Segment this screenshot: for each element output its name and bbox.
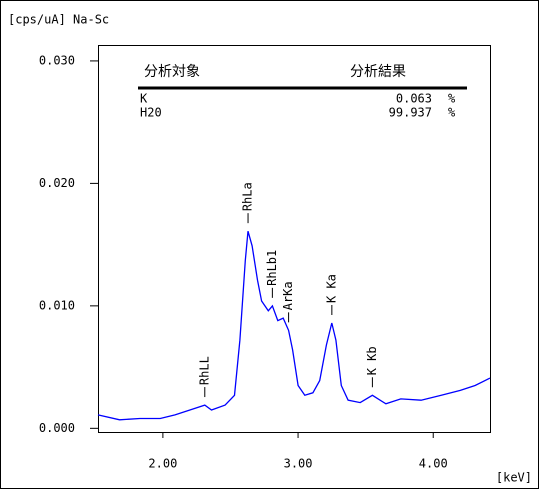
x-tick-label: 3.00 <box>284 457 313 471</box>
y-tick-label: 0.020 <box>39 176 75 190</box>
table-cell: H20 <box>140 106 162 120</box>
table-cell: 99.937 <box>389 106 432 120</box>
peak-label: K Ka <box>324 274 338 303</box>
table-header: 分析結果 <box>350 64 406 80</box>
table-header: 分析対象 <box>144 64 200 80</box>
table-cell: K <box>140 92 148 106</box>
y-tick-label: 0.010 <box>39 298 75 312</box>
y-tick-label: 0.000 <box>39 421 75 435</box>
spectrum-line <box>97 231 491 421</box>
x-tick-label: 2.00 <box>148 457 177 471</box>
y-tick-label: 0.030 <box>39 53 75 67</box>
table-cell: % <box>448 106 456 120</box>
plot-frame <box>98 45 491 433</box>
x-tick-label: 4.00 <box>419 457 448 471</box>
peak-label: RhLL <box>197 356 211 385</box>
peak-label: ArKa <box>281 281 295 310</box>
table-cell: 0.063 <box>396 92 432 106</box>
peak-label: K Kb <box>365 346 379 375</box>
x-axis-label: [keV] <box>496 471 532 485</box>
peak-label: RhLa <box>241 182 255 211</box>
peak-label: RhLb1 <box>265 250 279 286</box>
table-cell: % <box>448 92 456 106</box>
chart-title: [cps/uA] Na-Sc <box>8 13 109 27</box>
